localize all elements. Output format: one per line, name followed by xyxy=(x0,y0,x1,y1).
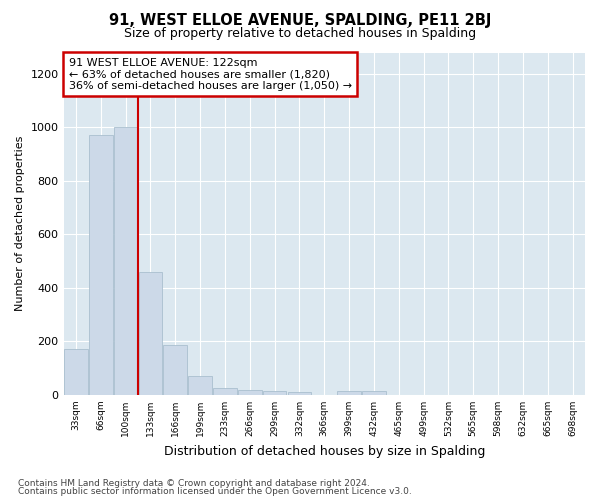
Text: Size of property relative to detached houses in Spalding: Size of property relative to detached ho… xyxy=(124,28,476,40)
Bar xyxy=(238,390,262,395)
Bar xyxy=(337,391,361,395)
Bar xyxy=(139,272,162,395)
Text: Contains public sector information licensed under the Open Government Licence v3: Contains public sector information licen… xyxy=(18,487,412,496)
X-axis label: Distribution of detached houses by size in Spalding: Distribution of detached houses by size … xyxy=(164,444,485,458)
Bar xyxy=(213,388,237,395)
Bar xyxy=(287,392,311,395)
Text: 91, WEST ELLOE AVENUE, SPALDING, PE11 2BJ: 91, WEST ELLOE AVENUE, SPALDING, PE11 2B… xyxy=(109,12,491,28)
Bar xyxy=(163,346,187,395)
Bar xyxy=(188,376,212,395)
Text: 91 WEST ELLOE AVENUE: 122sqm
← 63% of detached houses are smaller (1,820)
36% of: 91 WEST ELLOE AVENUE: 122sqm ← 63% of de… xyxy=(69,58,352,91)
Y-axis label: Number of detached properties: Number of detached properties xyxy=(15,136,25,312)
Bar xyxy=(263,391,286,395)
Bar xyxy=(114,128,137,395)
Bar xyxy=(362,391,386,395)
Bar xyxy=(89,136,113,395)
Bar xyxy=(64,350,88,395)
Text: Contains HM Land Registry data © Crown copyright and database right 2024.: Contains HM Land Registry data © Crown c… xyxy=(18,478,370,488)
